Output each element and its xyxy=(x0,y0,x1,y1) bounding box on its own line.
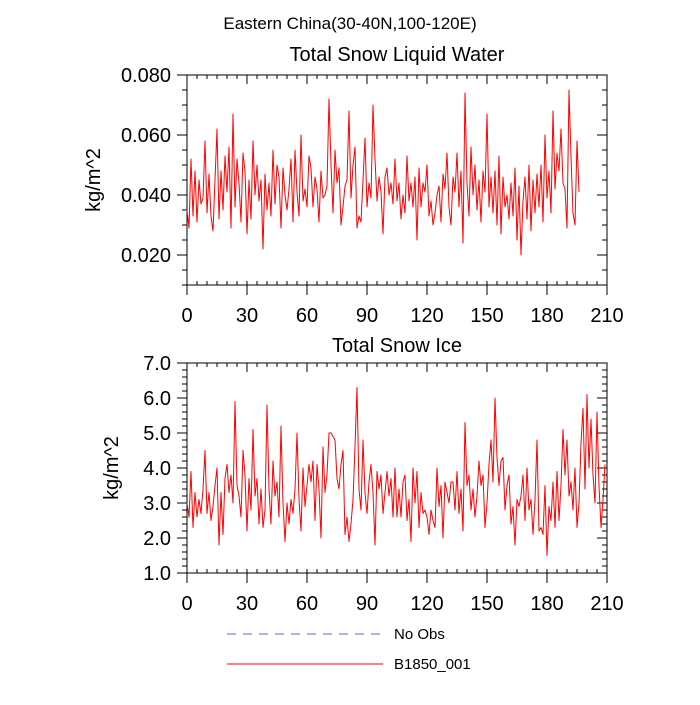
y-tick-label: 4.0 xyxy=(143,458,171,480)
x-tick-label: 30 xyxy=(236,593,258,615)
x-ticks: 0 30 60 90 120 150 180 210 xyxy=(181,363,624,615)
x-tick-label: 210 xyxy=(590,305,623,327)
y-tick-label: 0.040 xyxy=(121,185,171,207)
y-tick-label: 1.0 xyxy=(143,563,171,585)
y-tick-label: 0.020 xyxy=(121,245,171,267)
series-group xyxy=(186,89,580,256)
x-tick-label: 180 xyxy=(530,305,563,327)
y-tick-label: 2.0 xyxy=(143,528,171,550)
x-tick-label: 120 xyxy=(410,593,443,615)
y-ticks: 0.020 0.040 0.060 0.080 xyxy=(121,65,607,286)
y-tick-label: 7.0 xyxy=(143,353,171,375)
x-ticks: 0 30 60 90 120 150 180 210 xyxy=(181,75,624,327)
panel-title: Total Snow Ice xyxy=(332,335,462,357)
legend: No Obs B1850_001 xyxy=(227,626,471,673)
x-tick-label: 60 xyxy=(296,305,318,327)
panel-snow-ice: Total Snow Ice kg/m^2 0 30 60 90 120 150 180 21… xyxy=(101,335,624,615)
x-tick-label: 150 xyxy=(470,593,503,615)
x-tick-label: 30 xyxy=(236,305,258,327)
y-tick-label: 0.080 xyxy=(121,65,171,87)
y-tick-label: 0.060 xyxy=(121,125,171,147)
y-axis-label: kg/m^2 xyxy=(101,436,123,500)
figure-suptitle: Eastern China(30-40N,100-120E) xyxy=(223,14,476,33)
x-tick-label: 150 xyxy=(470,305,503,327)
x-tick-label: 180 xyxy=(530,593,563,615)
x-tick-label: 90 xyxy=(356,305,378,327)
series-line xyxy=(186,89,580,256)
x-tick-label: 0 xyxy=(181,593,192,615)
x-tick-label: 0 xyxy=(181,305,192,327)
panel-snow-liquid-water: Total Snow Liquid Water kg/m^2 0 30 60 90 12… xyxy=(83,44,624,327)
series-line xyxy=(186,387,606,556)
x-tick-label: 90 xyxy=(356,593,378,615)
series-group xyxy=(186,387,606,556)
y-axis-label: kg/m^2 xyxy=(83,148,105,212)
panel-title: Total Snow Liquid Water xyxy=(290,44,505,66)
legend-label-no-obs: No Obs xyxy=(394,626,445,643)
x-tick-label: 210 xyxy=(590,593,623,615)
y-tick-label: 3.0 xyxy=(143,493,171,515)
x-tick-label: 120 xyxy=(410,305,443,327)
y-ticks: 1.0 2.0 3.0 4.0 5.0 6.0 7.0 xyxy=(143,353,607,585)
y-tick-label: 6.0 xyxy=(143,388,171,410)
legend-label-b1850: B1850_001 xyxy=(394,656,471,673)
y-tick-label: 5.0 xyxy=(143,423,171,445)
x-tick-label: 60 xyxy=(296,593,318,615)
